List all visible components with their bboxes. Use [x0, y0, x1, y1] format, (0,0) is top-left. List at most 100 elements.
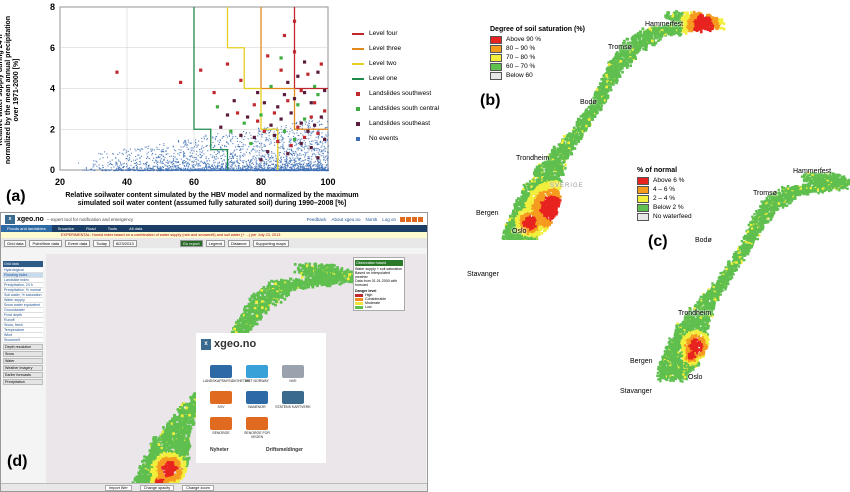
map-cell — [721, 26, 724, 30]
map-cell — [671, 21, 675, 24]
map-cell — [554, 163, 558, 167]
no-event-point — [309, 169, 311, 171]
no-event-point — [251, 166, 253, 168]
no-event-point — [242, 154, 244, 156]
no-event-point — [298, 168, 300, 170]
no-event-point — [255, 151, 257, 153]
no-event-point — [173, 160, 175, 162]
no-event-point — [269, 167, 271, 169]
no-event-point — [319, 163, 321, 165]
no-event-point — [284, 165, 286, 167]
x-tick-label: 100 — [320, 177, 335, 187]
no-event-point — [292, 157, 294, 159]
no-event-point — [212, 167, 214, 169]
no-event-point — [175, 161, 177, 163]
no-event-point — [299, 125, 301, 128]
no-event-point — [174, 169, 176, 171]
no-event-point — [284, 169, 287, 171]
no-event-point — [273, 152, 275, 154]
map-cell — [599, 87, 603, 90]
no-event-point — [228, 135, 230, 137]
no-event-point — [127, 169, 129, 171]
threshold-level-one — [193, 7, 229, 170]
no-event-point — [289, 131, 291, 133]
map-cell — [630, 54, 633, 57]
no-event-point — [244, 166, 246, 168]
no-event-point — [304, 151, 306, 153]
no-event-point — [195, 144, 197, 146]
no-event-point — [119, 165, 121, 167]
map-cell — [592, 98, 596, 102]
no-event-point — [276, 164, 278, 167]
map-cell — [603, 89, 607, 92]
no-event-point — [192, 156, 194, 158]
no-event-point — [150, 169, 152, 172]
map-cell — [663, 31, 666, 34]
map-cell — [546, 172, 549, 176]
no-event-point — [294, 168, 296, 170]
map-cell — [699, 13, 703, 17]
soil-saturation-map-panel: Degree of soil saturation (%) Above 90 %… — [460, 0, 850, 247]
map-cell — [701, 15, 705, 19]
no-event-point — [119, 161, 122, 163]
map-cell — [582, 113, 586, 117]
map-cell — [558, 149, 562, 153]
map-cell — [606, 73, 610, 77]
no-event-point — [167, 153, 169, 155]
no-event-point — [180, 168, 182, 170]
no-event-point — [261, 148, 263, 150]
no-event-point — [303, 162, 305, 164]
no-event-point — [239, 146, 241, 148]
map-cell — [683, 19, 687, 23]
no-event-point — [139, 161, 141, 163]
no-event-point — [299, 152, 301, 155]
no-event-point — [321, 164, 323, 167]
map-cell — [714, 16, 717, 20]
no-event-point — [122, 163, 124, 165]
x-tick-label: 60 — [189, 177, 199, 187]
no-event-point — [145, 165, 147, 167]
no-event-point — [135, 150, 137, 152]
no-event-point — [215, 165, 217, 167]
map-cell — [654, 32, 657, 36]
no-event-point — [221, 165, 223, 167]
no-event-point — [248, 151, 251, 154]
map-cell — [677, 14, 680, 17]
no-event-point — [228, 168, 230, 170]
no-event-point — [167, 162, 169, 164]
y-tick-label: 2 — [50, 124, 55, 134]
map-cell — [575, 132, 579, 136]
no-event-point — [179, 152, 181, 154]
map-cell — [704, 18, 707, 22]
no-event-point — [275, 134, 278, 136]
no-event-point — [320, 123, 322, 125]
map-cell — [573, 130, 577, 134]
no-event-point — [298, 159, 300, 161]
no-event-point — [284, 160, 286, 162]
no-event-point — [198, 165, 200, 167]
no-event-point — [153, 169, 155, 171]
no-event-point — [218, 151, 220, 153]
map-cell — [674, 12, 677, 16]
no-event-point — [160, 154, 162, 156]
map-cell — [660, 34, 664, 38]
map-cell — [631, 43, 635, 46]
no-event-point — [264, 150, 266, 152]
no-event-point — [134, 148, 136, 150]
map-cell — [538, 181, 542, 185]
map-cell — [618, 68, 622, 72]
no-event-point — [160, 169, 162, 172]
no-event-point — [245, 165, 248, 167]
no-event-point — [137, 154, 139, 156]
no-event-point — [237, 145, 239, 148]
no-event-point — [160, 158, 162, 160]
map-cell — [542, 176, 546, 180]
no-event-point — [170, 168, 173, 170]
no-event-point — [107, 169, 109, 171]
no-event-point — [327, 169, 330, 172]
no-event-point — [219, 140, 221, 142]
no-event-point — [186, 157, 188, 159]
map-cell — [560, 167, 564, 170]
no-event-point — [307, 159, 309, 161]
panel-a-letter: (a) — [6, 188, 26, 205]
